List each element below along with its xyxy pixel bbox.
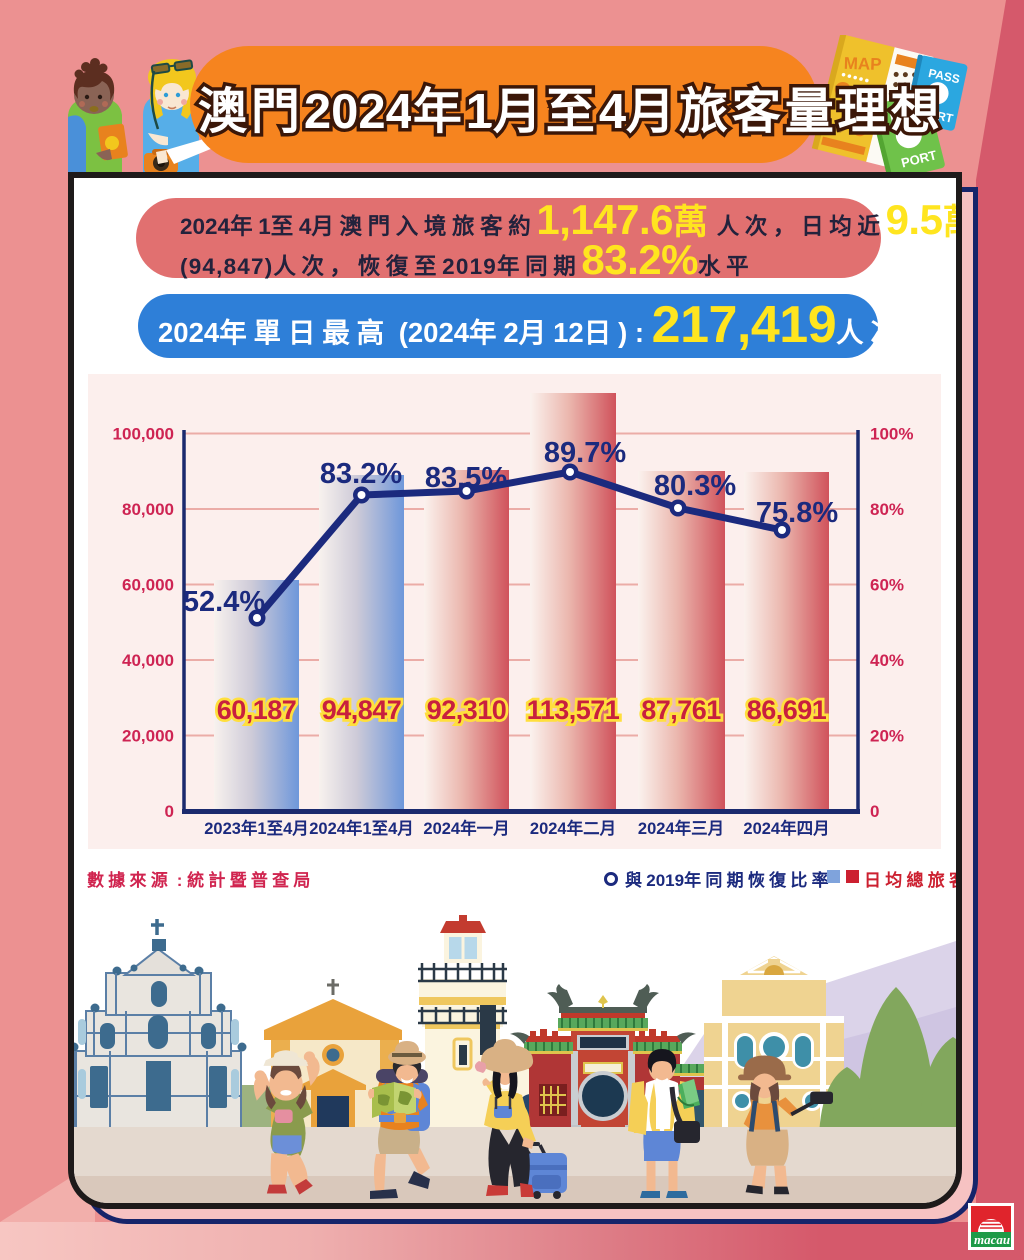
- svg-text:80.3%: 80.3%: [654, 470, 736, 502]
- svg-text:100,000: 100,000: [113, 425, 174, 444]
- svg-text:94,847: 94,847: [322, 695, 402, 725]
- svg-text:52.4%: 52.4%: [183, 586, 265, 618]
- svg-text:2024年二月: 2024年二月: [530, 818, 616, 838]
- svg-text:macau: macau: [974, 1232, 1010, 1247]
- svg-text:2023年1至4月: 2023年1至4月: [204, 818, 309, 838]
- svg-text:60%: 60%: [870, 576, 904, 595]
- svg-text:0: 0: [165, 802, 174, 821]
- svg-text:40%: 40%: [870, 651, 904, 670]
- svg-text:40,000: 40,000: [122, 651, 174, 670]
- svg-text:75.8%: 75.8%: [756, 497, 838, 529]
- svg-text:20%: 20%: [870, 727, 904, 746]
- svg-text:60,187: 60,187: [217, 695, 297, 725]
- svg-text:2024年三月: 2024年三月: [638, 818, 724, 838]
- svg-text:83.5%: 83.5%: [425, 462, 507, 494]
- svg-text:92,310: 92,310: [427, 695, 507, 725]
- svg-text:2024年1至4月: 2024年1至4月: [309, 818, 414, 838]
- svg-text:100%: 100%: [870, 425, 913, 444]
- svg-text:60,000: 60,000: [122, 576, 174, 595]
- svg-text:20,000: 20,000: [122, 727, 174, 746]
- svg-text:86,691: 86,691: [747, 695, 827, 725]
- svg-text:0: 0: [870, 802, 879, 821]
- svg-text:113,571: 113,571: [527, 695, 620, 725]
- svg-text:MAP: MAP: [843, 54, 881, 74]
- svg-text:89.7%: 89.7%: [544, 437, 626, 469]
- svg-text:83.2%: 83.2%: [320, 458, 402, 490]
- svg-text:87,761: 87,761: [641, 695, 721, 725]
- svg-text:2024年一月: 2024年一月: [423, 818, 509, 838]
- svg-text:80%: 80%: [870, 500, 904, 519]
- svg-text:PASS: PASS: [927, 66, 961, 86]
- svg-text:80,000: 80,000: [122, 500, 174, 519]
- svg-text:2024年四月: 2024年四月: [743, 818, 829, 838]
